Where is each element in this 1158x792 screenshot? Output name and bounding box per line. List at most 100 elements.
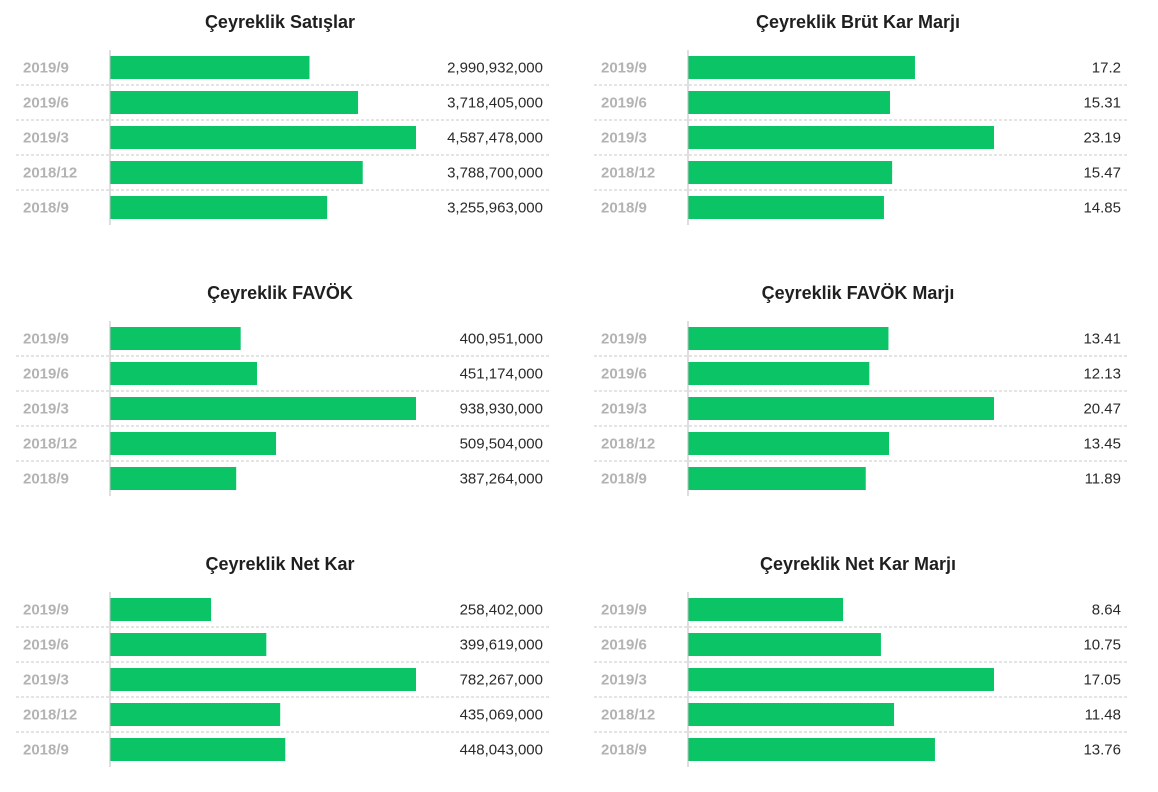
bar: [688, 397, 994, 420]
bar: [110, 126, 416, 149]
category-label: 2019/3: [601, 401, 647, 418]
bar: [688, 196, 884, 219]
bar: [110, 362, 258, 385]
category-label: 2019/9: [601, 60, 647, 77]
category-label: 2018/12: [23, 165, 77, 182]
category-label: 2019/3: [23, 130, 69, 147]
bar: [110, 196, 328, 219]
bar: [110, 432, 277, 455]
chart-panel-sales: 2019/9 2,990,932,000 2019/6 3,718,405,000 20…: [8, 0, 550, 250]
value-label: 782,267,000: [460, 672, 543, 689]
category-label: 2019/9: [601, 331, 647, 348]
value-label: 451,174,000: [460, 366, 543, 383]
bar: [110, 91, 359, 114]
bar-chart: 2019/9 258,402,000 2019/6 399,619,000 2019/3…: [16, 592, 550, 767]
category-label: 2019/6: [23, 637, 69, 654]
bar: [110, 161, 363, 184]
chart-title: Çeyreklik Brüt Kar Marjı: [755, 12, 961, 32]
category-label: 2018/12: [23, 707, 77, 724]
bar: [688, 467, 866, 490]
bar: [688, 56, 915, 79]
bar: [688, 161, 893, 184]
category-label: 2019/9: [23, 60, 69, 77]
value-label: 17.05: [1083, 672, 1121, 689]
bar: [110, 738, 286, 761]
category-label: 2019/9: [23, 602, 69, 619]
bar: [110, 467, 237, 490]
bar-chart: 2019/9 8.64 2019/6 10.75 2019/3 17.05 2018/12 1…: [594, 592, 1128, 767]
value-label: 3,788,700,000: [447, 165, 543, 182]
bar: [688, 703, 895, 726]
value-label: 11.48: [1085, 707, 1121, 724]
bar-chart: 2019/9 400,951,000 2019/6 451,174,000 2019/3…: [16, 321, 550, 496]
category-label: 2019/3: [601, 130, 647, 147]
chart-title: Çeyreklik Satışlar: [204, 12, 356, 32]
bar: [688, 668, 994, 691]
value-label: 13.76: [1083, 742, 1121, 759]
bar-chart: 2019/9 13.41 2019/6 12.13 2019/3 20.47 2018/12…: [594, 321, 1128, 496]
chart-title: Çeyreklik FAVÖK Marjı: [761, 283, 955, 303]
chart-panel-net-profit: 2019/9 258,402,000 2019/6 399,619,000 2019/3…: [8, 542, 550, 792]
value-label: 11.89: [1085, 471, 1121, 488]
category-label: 2018/12: [23, 436, 77, 453]
chart-title: Çeyreklik FAVÖK: [207, 283, 353, 303]
category-label: 2019/9: [23, 331, 69, 348]
bar: [110, 397, 416, 420]
bar: [110, 327, 241, 350]
bar-chart: 2019/9 17.2 2019/6 15.31 2019/3 23.19 2018/12 1…: [594, 50, 1128, 225]
bar: [688, 598, 844, 621]
chart-panel-ebitda: 2019/9 400,951,000 2019/6 451,174,000 2019/3…: [8, 271, 550, 521]
category-label: 2018/9: [23, 471, 69, 488]
category-label: 2018/12: [601, 436, 655, 453]
value-label: 20.47: [1083, 401, 1121, 418]
category-label: 2019/6: [601, 366, 647, 383]
value-label: 3,255,963,000: [447, 200, 543, 217]
bar: [688, 126, 994, 149]
value-label: 15.31: [1083, 95, 1121, 112]
category-label: 2019/3: [23, 672, 69, 689]
category-label: 2019/6: [601, 95, 647, 112]
value-label: 13.41: [1083, 331, 1121, 348]
category-label: 2018/9: [601, 471, 647, 488]
bar: [110, 703, 281, 726]
value-label: 12.13: [1083, 366, 1121, 383]
category-label: 2019/9: [601, 602, 647, 619]
value-label: 509,504,000: [460, 436, 543, 453]
chart-title: Çeyreklik Net Kar: [205, 554, 355, 574]
bar-chart: 2019/9 2,990,932,000 2019/6 3,718,405,000 20…: [16, 50, 550, 225]
value-label: 14.85: [1083, 200, 1121, 217]
bar: [688, 327, 889, 350]
category-label: 2018/12: [601, 165, 655, 182]
bar: [110, 668, 416, 691]
bar: [688, 91, 891, 114]
chart-panel-ebitda-margin: 2019/9 13.41 2019/6 12.13 2019/3 20.47 2018/12…: [586, 271, 1128, 521]
value-label: 448,043,000: [460, 742, 543, 759]
value-label: 13.45: [1083, 436, 1121, 453]
value-label: 387,264,000: [460, 471, 543, 488]
bar: [688, 633, 881, 656]
value-label: 2,990,932,000: [447, 60, 543, 77]
category-label: 2018/12: [601, 707, 655, 724]
value-label: 4,587,478,000: [447, 130, 543, 147]
value-label: 3,718,405,000: [447, 95, 543, 112]
category-label: 2019/6: [601, 637, 647, 654]
value-label: 435,069,000: [460, 707, 543, 724]
value-label: 399,619,000: [460, 637, 543, 654]
category-label: 2019/3: [601, 672, 647, 689]
chart-panel-net-margin: 2019/9 8.64 2019/6 10.75 2019/3 17.05 2018/12 1…: [586, 542, 1128, 792]
bar: [688, 738, 935, 761]
value-label: 23.19: [1083, 130, 1121, 147]
bar: [688, 432, 890, 455]
bar: [688, 362, 870, 385]
value-label: 8.64: [1092, 602, 1121, 619]
bar: [110, 598, 212, 621]
value-label: 10.75: [1083, 637, 1121, 654]
category-label: 2018/9: [601, 200, 647, 217]
category-label: 2018/9: [601, 742, 647, 759]
value-label: 938,930,000: [460, 401, 543, 418]
category-label: 2018/9: [23, 200, 69, 217]
value-label: 400,951,000: [460, 331, 543, 348]
value-label: 15.47: [1083, 165, 1121, 182]
bar: [110, 633, 267, 656]
